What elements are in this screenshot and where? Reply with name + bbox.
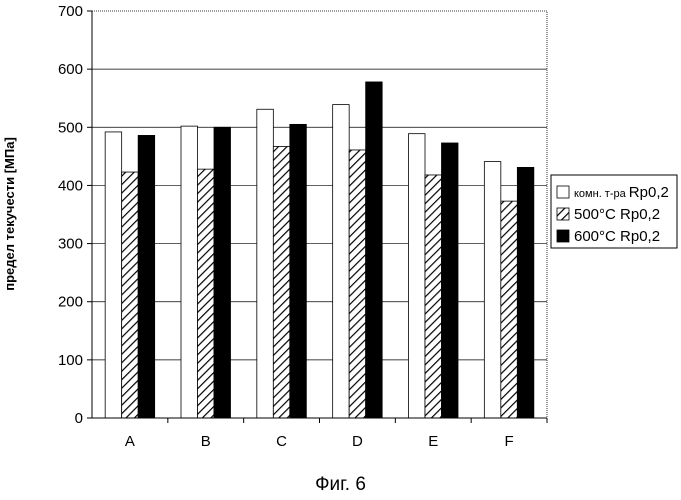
bar-D-series-2 <box>349 150 366 418</box>
bar-B-series-2 <box>198 169 215 418</box>
bar-B-series-1 <box>181 126 198 418</box>
y-tick-label: 200 <box>58 294 83 311</box>
gridlines <box>92 69 547 360</box>
bar-A-series-1 <box>105 132 122 418</box>
bar-E-series-1 <box>409 134 426 418</box>
bar-A-series-2 <box>122 172 138 418</box>
bar-E-series-2 <box>425 175 442 418</box>
bar-C-series-3 <box>290 124 307 418</box>
legend-label-3: 600°C Rp0,2 <box>574 228 660 245</box>
x-tick-label: E <box>428 433 438 450</box>
y-tick-label: 0 <box>75 410 83 427</box>
bar-D-series-1 <box>333 105 350 418</box>
figure-caption: Фиг. 6 <box>0 474 681 496</box>
legend-swatch-3 <box>557 230 569 242</box>
y-axis-label: предел текучести [МПа] <box>2 137 17 291</box>
y-tick-label: 600 <box>58 61 83 78</box>
y-tick-label: 500 <box>58 119 83 136</box>
bar-C-series-1 <box>257 109 274 418</box>
x-tick-label: B <box>201 433 211 450</box>
x-tick-label: D <box>352 433 363 450</box>
bar-F-series-2 <box>501 201 518 418</box>
bars <box>105 82 534 418</box>
x-tick-label: C <box>276 433 287 450</box>
y-tick-label: 700 <box>58 3 83 20</box>
x-tick-label: F <box>504 433 513 450</box>
bar-F-series-1 <box>484 162 501 418</box>
y-tick-label: 300 <box>58 236 83 253</box>
legend-swatch-1 <box>557 186 569 198</box>
y-tick-label: 100 <box>58 352 83 369</box>
y-tick-label: 400 <box>58 177 83 194</box>
bar-D-series-3 <box>366 82 383 418</box>
bar-A-series-3 <box>138 135 155 418</box>
bar-B-series-3 <box>214 127 231 418</box>
legend-label-2: 500°C Rp0,2 <box>574 206 660 223</box>
bar-C-series-2 <box>273 146 290 418</box>
bar-E-series-3 <box>442 143 459 418</box>
plot-area-frame <box>92 11 547 418</box>
legend: комн. т-ра Rp0,2500°C Rp0,2600°C Rp0,2 <box>551 175 677 248</box>
x-tick-label: A <box>125 433 135 450</box>
legend-swatch-2 <box>557 208 569 220</box>
bar-F-series-3 <box>517 167 534 418</box>
